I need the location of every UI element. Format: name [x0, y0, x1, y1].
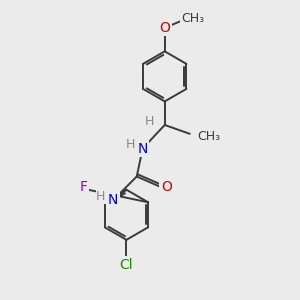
- Text: CH₃: CH₃: [197, 130, 220, 143]
- Text: O: O: [159, 21, 170, 35]
- Text: N: N: [137, 142, 148, 155]
- Text: H: H: [145, 115, 154, 128]
- Text: F: F: [80, 180, 88, 194]
- Text: CH₃: CH₃: [181, 13, 204, 26]
- Text: H: H: [126, 139, 135, 152]
- Text: H: H: [96, 190, 106, 203]
- Text: O: O: [161, 180, 172, 194]
- Text: N: N: [108, 193, 119, 207]
- Text: Cl: Cl: [120, 258, 133, 272]
